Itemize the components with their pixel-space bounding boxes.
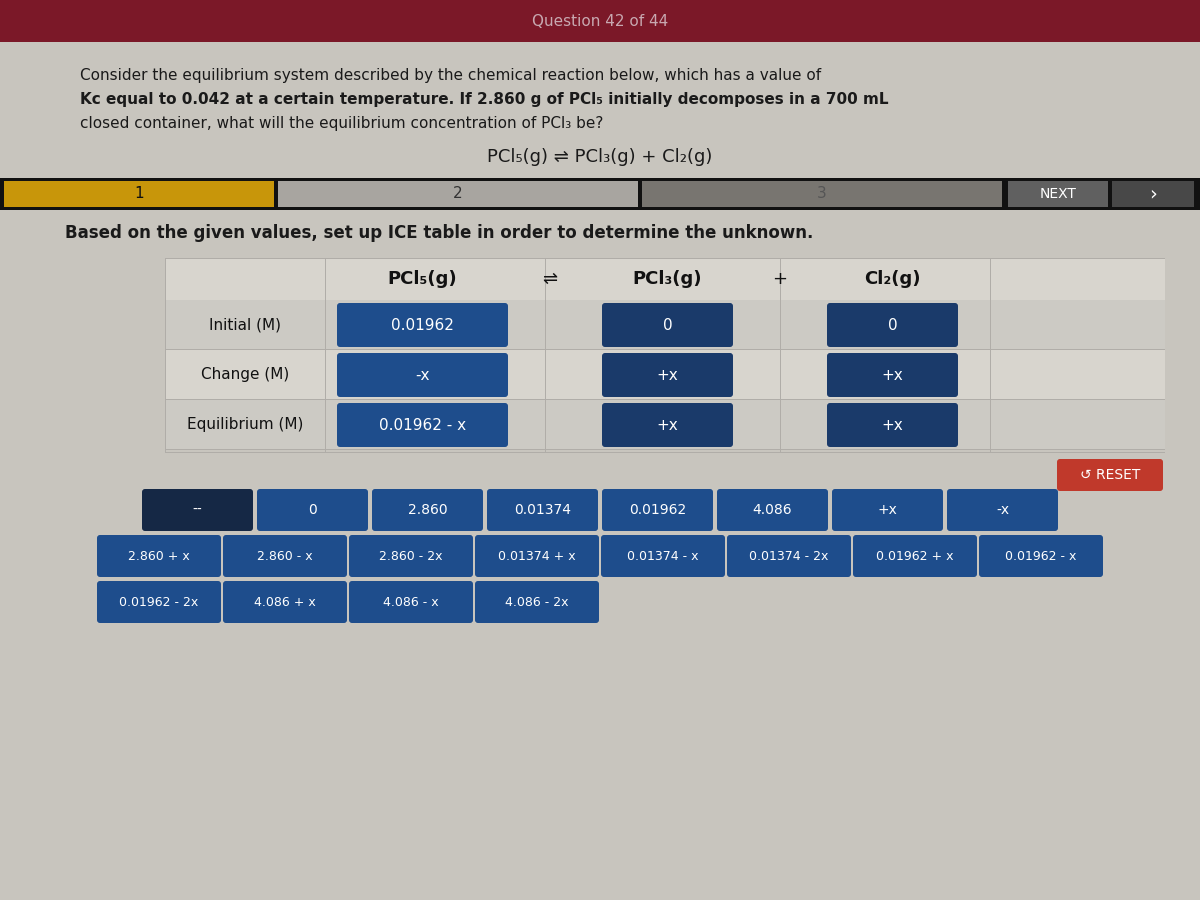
Text: Question 42 of 44: Question 42 of 44 [532,14,668,29]
Text: --: -- [193,503,203,517]
Text: Consider the equilibrium system described by the chemical reaction below, which : Consider the equilibrium system describe… [80,68,821,83]
Text: 4.086: 4.086 [752,503,792,517]
Text: +x: +x [882,418,904,433]
FancyBboxPatch shape [602,353,733,397]
Text: PCl₅(g) ⇌ PCl₃(g) + Cl₂(g): PCl₅(g) ⇌ PCl₃(g) + Cl₂(g) [487,148,713,166]
Text: PCl₅(g): PCl₅(g) [388,270,457,288]
Polygon shape [166,400,1165,450]
Text: 0.01962 + x: 0.01962 + x [876,550,954,562]
Text: 4.086 + x: 4.086 + x [254,596,316,608]
Polygon shape [166,452,1165,453]
Text: +x: +x [882,367,904,382]
Text: 0.01962 - x: 0.01962 - x [379,418,466,433]
FancyBboxPatch shape [475,581,599,623]
Text: Cl₂(g): Cl₂(g) [864,270,920,288]
FancyBboxPatch shape [602,303,733,347]
Text: 2: 2 [454,186,463,202]
Text: 0.01374 - x: 0.01374 - x [628,550,698,562]
Text: 0.01962 - x: 0.01962 - x [1006,550,1076,562]
FancyBboxPatch shape [1057,459,1163,491]
Text: Equilibrium (M): Equilibrium (M) [187,418,304,433]
Polygon shape [1008,181,1108,207]
Polygon shape [278,181,638,207]
Text: 2.860 + x: 2.860 + x [128,550,190,562]
Text: +x: +x [656,367,678,382]
Polygon shape [0,178,1200,210]
Text: ↺ RESET: ↺ RESET [1080,468,1140,482]
FancyBboxPatch shape [827,303,958,347]
Text: NEXT: NEXT [1039,187,1076,201]
FancyBboxPatch shape [349,581,473,623]
FancyBboxPatch shape [727,535,851,577]
Text: 0: 0 [308,503,317,517]
Polygon shape [166,258,1165,300]
Text: closed container, what will the equilibrium concentration of PCl₃ be?: closed container, what will the equilibr… [80,116,604,131]
Polygon shape [642,181,1002,207]
Text: 2.860 - x: 2.860 - x [257,550,313,562]
FancyBboxPatch shape [979,535,1103,577]
Text: 0.01374: 0.01374 [514,503,571,517]
Text: 0.01962: 0.01962 [629,503,686,517]
FancyBboxPatch shape [97,581,221,623]
Polygon shape [1112,181,1194,207]
Text: Kc equal to 0.042 at a certain temperature. If 2.860 g of PCl₅ initially decompo: Kc equal to 0.042 at a certain temperatu… [80,92,888,107]
Text: -x: -x [996,503,1009,517]
Text: Initial (M): Initial (M) [209,318,281,332]
Text: 4.086 - x: 4.086 - x [383,596,439,608]
Text: -x: -x [415,367,430,382]
FancyBboxPatch shape [475,535,599,577]
Text: ⇌: ⇌ [542,270,558,288]
Text: +: + [773,270,787,288]
FancyBboxPatch shape [337,403,508,447]
Text: 0: 0 [888,318,898,332]
FancyBboxPatch shape [223,535,347,577]
Polygon shape [0,0,1200,42]
Polygon shape [166,349,1165,350]
Polygon shape [166,300,1165,350]
Text: 4.086 - 2x: 4.086 - 2x [505,596,569,608]
FancyBboxPatch shape [853,535,977,577]
FancyBboxPatch shape [718,489,828,531]
Text: +x: +x [877,503,898,517]
Text: 0.01374 + x: 0.01374 + x [498,550,576,562]
Text: PCl₃(g): PCl₃(g) [632,270,702,288]
FancyBboxPatch shape [602,403,733,447]
FancyBboxPatch shape [947,489,1058,531]
FancyBboxPatch shape [257,489,368,531]
Text: 0.01962 - 2x: 0.01962 - 2x [119,596,199,608]
FancyBboxPatch shape [97,535,221,577]
FancyBboxPatch shape [142,489,253,531]
Polygon shape [166,449,1165,450]
Polygon shape [166,399,1165,400]
Text: 1: 1 [134,186,144,202]
Text: 3: 3 [817,186,827,202]
Text: 2.860: 2.860 [408,503,448,517]
FancyBboxPatch shape [372,489,482,531]
Polygon shape [0,42,1200,900]
Text: ›: › [1150,184,1157,203]
Text: 0: 0 [662,318,672,332]
FancyBboxPatch shape [601,535,725,577]
FancyBboxPatch shape [487,489,598,531]
Polygon shape [4,181,274,207]
Polygon shape [166,350,1165,400]
Text: +x: +x [656,418,678,433]
Text: Based on the given values, set up ICE table in order to determine the unknown.: Based on the given values, set up ICE ta… [65,224,814,242]
Text: 0.01374 - 2x: 0.01374 - 2x [749,550,829,562]
FancyBboxPatch shape [223,581,347,623]
Polygon shape [166,258,1165,259]
FancyBboxPatch shape [827,353,958,397]
FancyBboxPatch shape [827,403,958,447]
FancyBboxPatch shape [337,303,508,347]
FancyBboxPatch shape [832,489,943,531]
Text: 2.860 - 2x: 2.860 - 2x [379,550,443,562]
FancyBboxPatch shape [602,489,713,531]
Text: Change (M): Change (M) [200,367,289,382]
FancyBboxPatch shape [349,535,473,577]
Text: 0.01962: 0.01962 [391,318,454,332]
FancyBboxPatch shape [337,353,508,397]
